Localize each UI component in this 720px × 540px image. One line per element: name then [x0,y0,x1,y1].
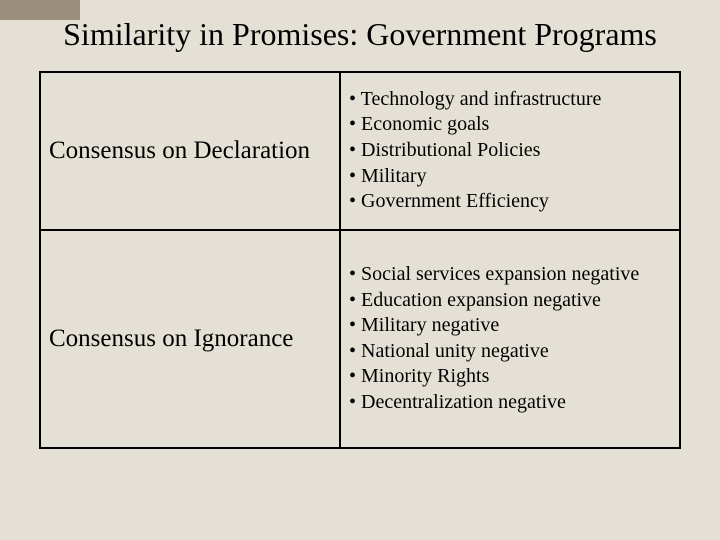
comparison-table: Consensus on Declaration • Technology an… [39,71,681,449]
bullet-item: • National unity negative [349,339,671,365]
row-label-declaration: Consensus on Declaration [40,72,340,230]
table-row: Consensus on Declaration • Technology an… [40,72,680,230]
bullet-item: • Government Efficiency [349,189,671,215]
bullet-item: • Minority Rights [349,364,671,390]
row-label-ignorance: Consensus on Ignorance [40,230,340,448]
bullet-item: • Decentralization negative [349,390,671,416]
bullet-item: • Technology and infrastructure [349,87,671,113]
bullet-item: • Education expansion negative [349,288,671,314]
bullets-ignorance: • Social services expansion negative • E… [340,230,680,448]
bullet-item: • Military [349,164,671,190]
top-left-nav-placeholder [0,0,80,20]
bullet-item: • Distributional Policies [349,138,671,164]
bullet-item: • Economic goals [349,112,671,138]
bullets-declaration: • Technology and infrastructure • Econom… [340,72,680,230]
table-row: Consensus on Ignorance • Social services… [40,230,680,448]
bullet-item: • Social services expansion negative [349,262,671,288]
bullet-item: • Military negative [349,313,671,339]
slide-body: Similarity in Promises: Government Progr… [0,0,720,540]
slide-title: Similarity in Promises: Government Progr… [30,16,690,53]
